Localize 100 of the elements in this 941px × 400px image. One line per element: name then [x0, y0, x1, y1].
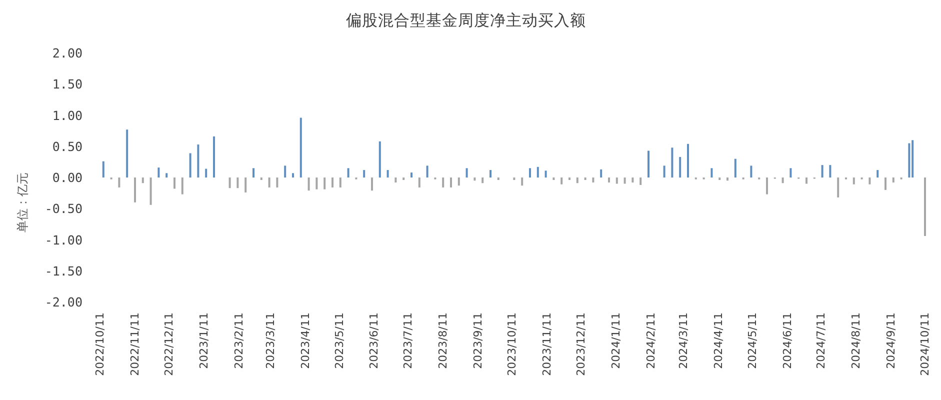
x-tick-label: 2022/10/11: [94, 312, 106, 376]
bar: [386, 170, 389, 178]
bar: [766, 178, 768, 194]
bar: [671, 148, 674, 178]
bar: [679, 156, 682, 178]
x-tick-label: 2024/5/11: [746, 312, 759, 369]
x-tick-label: 2024/8/11: [850, 312, 863, 369]
x-tick-label: 2023/5/11: [332, 312, 346, 369]
bar: [228, 178, 231, 188]
bar: [236, 178, 239, 188]
bar: [908, 143, 910, 178]
x-tick-label: 2022/11/11: [128, 312, 142, 376]
x-tick-label: 2024/6/11: [780, 312, 794, 369]
bar: [466, 168, 468, 178]
bar: [324, 178, 326, 190]
bar: [726, 178, 728, 181]
bar: [821, 165, 824, 178]
bar: [252, 168, 254, 178]
bar: [268, 178, 270, 188]
x-tick-label: 2023/1/11: [197, 312, 210, 369]
bar: [339, 178, 342, 188]
bar: [292, 173, 294, 178]
bar: [331, 178, 334, 188]
x-tick-label: 2023/7/11: [402, 312, 415, 369]
bar: [544, 170, 547, 178]
bar: [892, 178, 894, 182]
bar: [197, 144, 200, 178]
x-tick-label: 2023/8/11: [436, 312, 450, 369]
bar: [308, 178, 310, 191]
bar: [181, 178, 184, 194]
x-tick-label: 2023/11/11: [540, 312, 554, 376]
bar: [370, 178, 373, 191]
y-tick-label: 2.00: [52, 46, 82, 60]
x-tick-label: 2023/2/11: [232, 312, 246, 369]
bar: [640, 178, 642, 185]
bar: [173, 178, 176, 189]
bar: [166, 173, 168, 178]
x-tick-label: 2023/9/11: [472, 312, 485, 369]
bar: [363, 170, 366, 178]
y-tick-label: 0.50: [52, 138, 82, 154]
x-tick-label: 2024/1/11: [609, 312, 622, 369]
bar: [134, 178, 136, 202]
bar: [316, 178, 318, 190]
x-tick-label: 2024/3/11: [676, 312, 690, 369]
bar: [829, 165, 832, 178]
bar: [884, 178, 886, 190]
x-tick-label: 2024/2/11: [644, 312, 658, 369]
bar: [782, 178, 784, 184]
bar: [912, 140, 914, 178]
bar: [150, 178, 152, 205]
x-tick-label: 2024/4/11: [712, 312, 725, 369]
x-tick-label: 2024/7/11: [814, 312, 828, 369]
bar: [102, 161, 104, 178]
bar: [347, 168, 350, 178]
bar: [142, 178, 144, 184]
x-tick-label: 2023/12/11: [574, 312, 588, 376]
bar: [536, 166, 539, 178]
chart-title: 偏股混合型基金周度净主动买入额: [346, 12, 586, 30]
y-tick-label: -1.00: [44, 232, 82, 248]
x-tick-label: 2024/10/11: [918, 312, 932, 376]
bar: [790, 168, 792, 178]
bar: [592, 178, 594, 182]
bar: [458, 178, 460, 186]
bar: [284, 166, 286, 178]
bar: [426, 166, 428, 178]
x-tick-label: 2023/6/11: [368, 312, 381, 369]
bar: [616, 178, 618, 184]
bar: [474, 178, 476, 181]
y-tick-label: -2.00: [44, 294, 82, 310]
bar: [734, 158, 736, 178]
bar: [276, 178, 278, 188]
bar: [244, 178, 247, 192]
bar: [378, 141, 381, 178]
x-tick-label: 2022/12/11: [162, 312, 176, 376]
bar: [852, 178, 855, 184]
bar: [624, 178, 626, 184]
bar: [647, 150, 650, 178]
y-axis-title: 单位：亿元: [16, 172, 30, 232]
bar: [158, 168, 160, 178]
y-tick-label: -0.50: [44, 201, 82, 216]
bar: [686, 144, 689, 178]
bar: [442, 178, 444, 188]
y-tick-label: -1.50: [44, 263, 82, 278]
bar: [806, 178, 808, 184]
bar: [576, 178, 578, 184]
bar: [126, 130, 128, 178]
x-tick-label: 2023/3/11: [264, 312, 277, 369]
bar: [489, 170, 492, 178]
bar: [924, 178, 926, 236]
bar: [521, 178, 524, 186]
bar: [212, 136, 215, 178]
x-tick-label: 2023/10/11: [505, 312, 518, 376]
bar: [837, 178, 840, 198]
bar: [560, 178, 563, 184]
bar: [300, 118, 302, 178]
x-tick-label: 2024/9/11: [884, 312, 898, 369]
bar: [600, 169, 602, 178]
bar: [205, 168, 208, 178]
bar: [410, 172, 412, 178]
bar: [189, 153, 192, 178]
